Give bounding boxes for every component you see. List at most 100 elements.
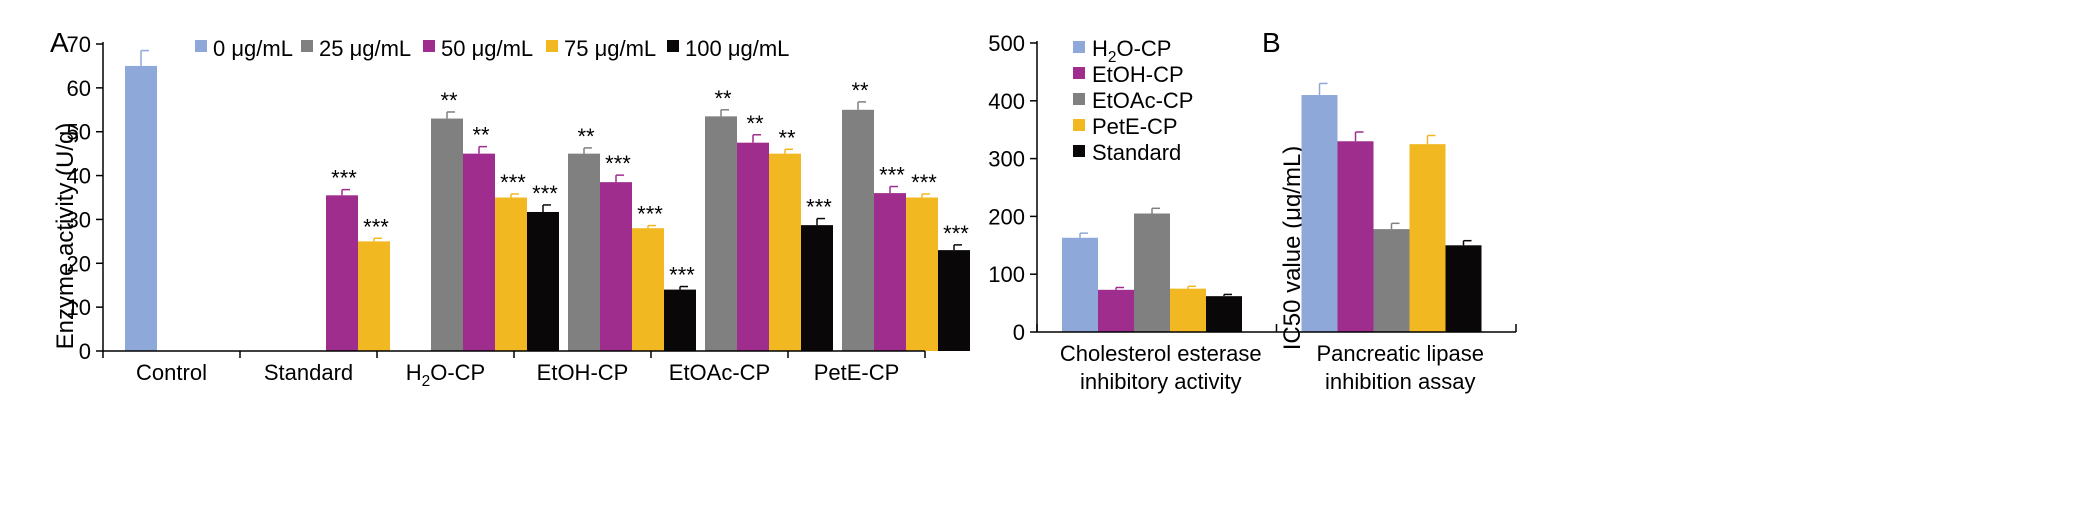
panel-a-significance-label: ***: [331, 166, 357, 191]
panel-b-y-tick-label: 100: [988, 262, 1025, 287]
panel-a-significance-label: ***: [532, 181, 558, 206]
panel-a-legend-swatch: [546, 40, 558, 52]
panel-b-bar: [1098, 289, 1134, 332]
panel-a-significance-label: ***: [637, 202, 663, 227]
panel-a-significance-label: **: [472, 123, 490, 148]
panel-a-x-tick-label: PetE-CP: [814, 360, 900, 385]
panel-a-x-tick-label: Control: [136, 360, 207, 385]
panel-a-bar: [600, 182, 632, 351]
panel-b-bar: [1445, 245, 1482, 332]
panel-a-bar: [664, 289, 696, 351]
panel-a-significance-label: ***: [605, 151, 631, 176]
panel-a-bar: [463, 153, 495, 351]
panel-a-bar: [568, 153, 600, 351]
panel-a-bar: [495, 197, 527, 351]
panel-a-significance-label: **: [577, 124, 595, 149]
panel-b-y-tick-label: 300: [988, 147, 1025, 172]
panel-a-legend-label: 0 μg/mL: [213, 36, 293, 61]
panel-b-y-ticks: 0 100 200 300 400 500: [988, 31, 1038, 345]
panel-a-significance-label: **: [440, 88, 458, 113]
panel-b-legend-swatch: [1073, 41, 1085, 53]
panel-b-label: B: [1262, 27, 1281, 58]
panel-a-significance-label: ***: [943, 221, 969, 246]
panel-b-y-tick-label: 0: [1013, 320, 1025, 345]
panel-a-bar: [769, 153, 801, 351]
panel-a-legend-label: 25 μg/mL: [319, 36, 411, 61]
panel-a-y-tick-label: 10: [67, 295, 91, 320]
panel-b-bar: [1062, 237, 1098, 332]
panel-a-legend-swatch: [423, 40, 435, 52]
panel-a-significance-label: **: [778, 125, 796, 150]
panel-b-x-tick-label: inhibitory activity: [1080, 369, 1241, 394]
panel-a-x-tick-label: EtOH-CP: [537, 360, 629, 385]
panel-b-bar: [1170, 288, 1206, 332]
panel-a-y-tick-label: 40: [67, 164, 91, 189]
panel-a-x-tick-label: Standard: [264, 360, 353, 385]
panel-a-significance-label: ***: [879, 163, 905, 188]
panel-b-legend-swatch: [1073, 145, 1085, 157]
panel-b-y-tick-label: 200: [988, 204, 1025, 229]
panel-a: A Enzyme activity (U/g) 010203040506070 …: [50, 27, 970, 390]
panel-a-y-axis-label: Enzyme activity (U/g): [52, 123, 79, 350]
panel-a-bar: [431, 118, 463, 351]
panel-a-bar: [737, 142, 769, 351]
panel-b-legend-label: EtOH-CP: [1092, 62, 1184, 87]
panel-a-y-ticks: 0 10 20 30 40 50 60 70: [67, 32, 104, 364]
panel-b-legend-label: EtOAc-CP: [1092, 88, 1193, 113]
panel-a-legend-label: 50 μg/mL: [441, 36, 533, 61]
panel-b-x-tick-label: Cholesterol esterase: [1060, 341, 1262, 366]
panel-b-legend-label: Standard: [1092, 140, 1181, 165]
panel-a-bars: ****** **********************************…: [125, 49, 970, 352]
panel-a-bar: [326, 195, 358, 351]
panel-a-y-tick-label: 50: [67, 120, 91, 145]
panel-a-significance-label: **: [746, 111, 764, 136]
panel-a-bar: [527, 211, 559, 351]
panel-b-legend-label: H2O-CP: [1092, 36, 1171, 66]
panel-a-bar: [632, 228, 664, 351]
panel-b-y-tick-label: 400: [988, 89, 1025, 114]
panel-a-label: A: [50, 27, 69, 58]
panel-a-y-tick-label: 70: [67, 32, 91, 57]
panel-a-bar: [801, 225, 833, 351]
panel-a-significance-label: ***: [911, 170, 937, 195]
panel-b-bars: [1062, 82, 1482, 333]
panel-a-legend-swatch: [667, 40, 679, 52]
panel-b-y-tick-label: 500: [988, 31, 1025, 56]
panel-a-significance-label: ***: [669, 263, 695, 288]
panel-b-bar: [1301, 95, 1338, 333]
panel-b-bar: [1206, 296, 1242, 332]
panel-a-significance-label: **: [714, 86, 732, 111]
panel-b-bar: [1134, 213, 1170, 332]
panel-a-y-tick-label: 60: [67, 76, 91, 101]
panel-a-bar: [906, 197, 938, 351]
panel-a-bar: [125, 65, 157, 351]
panel-b-x-tick-label: Pancreatic lipase: [1316, 341, 1484, 366]
panel-a-bar: [938, 250, 970, 351]
panel-b-bar: [1337, 141, 1374, 332]
panel-a-legend: 0 μg/mL 25 μg/mL 50 μg/mL 75 μg/mL 100 μg/mL: [195, 36, 789, 61]
panel-b-x-axis: Cholesterol esterase inhibitory activity P…: [1036, 324, 1517, 394]
panel-a-bar: [705, 116, 737, 351]
panel-a-y-tick-label: 0: [79, 339, 91, 364]
panel-b-bar: [1409, 144, 1446, 332]
panel-a-significance-label: ***: [363, 214, 389, 239]
panel-b-legend-swatch: [1073, 67, 1085, 79]
panel-a-x-axis: Control Standard H2O-CP EtOH-CP EtOAc-CP PetE…: [102, 350, 926, 390]
panel-b-bar: [1373, 229, 1410, 332]
panel-a-y-tick-label: 30: [67, 207, 91, 232]
panel-a-bar: [358, 241, 390, 351]
panel-a-significance-label: ***: [500, 170, 526, 195]
panel-a-significance-label: ***: [806, 195, 832, 220]
panel-a-legend-label: 75 μg/mL: [564, 36, 656, 61]
panel-a-x-tick-label: H2O-CP: [406, 360, 485, 390]
panel-a-y-tick-label: 20: [67, 251, 91, 276]
panel-a-legend-swatch: [195, 40, 207, 52]
panel-a-x-tick-label: EtOAc-CP: [669, 360, 770, 385]
panel-b-legend-swatch: [1073, 119, 1085, 131]
panel-a-bar: [842, 109, 874, 352]
panel-a-legend-label: 100 μg/mL: [685, 36, 789, 61]
panel-b-legend-swatch: [1073, 93, 1085, 105]
panel-a-significance-label: **: [851, 78, 869, 103]
